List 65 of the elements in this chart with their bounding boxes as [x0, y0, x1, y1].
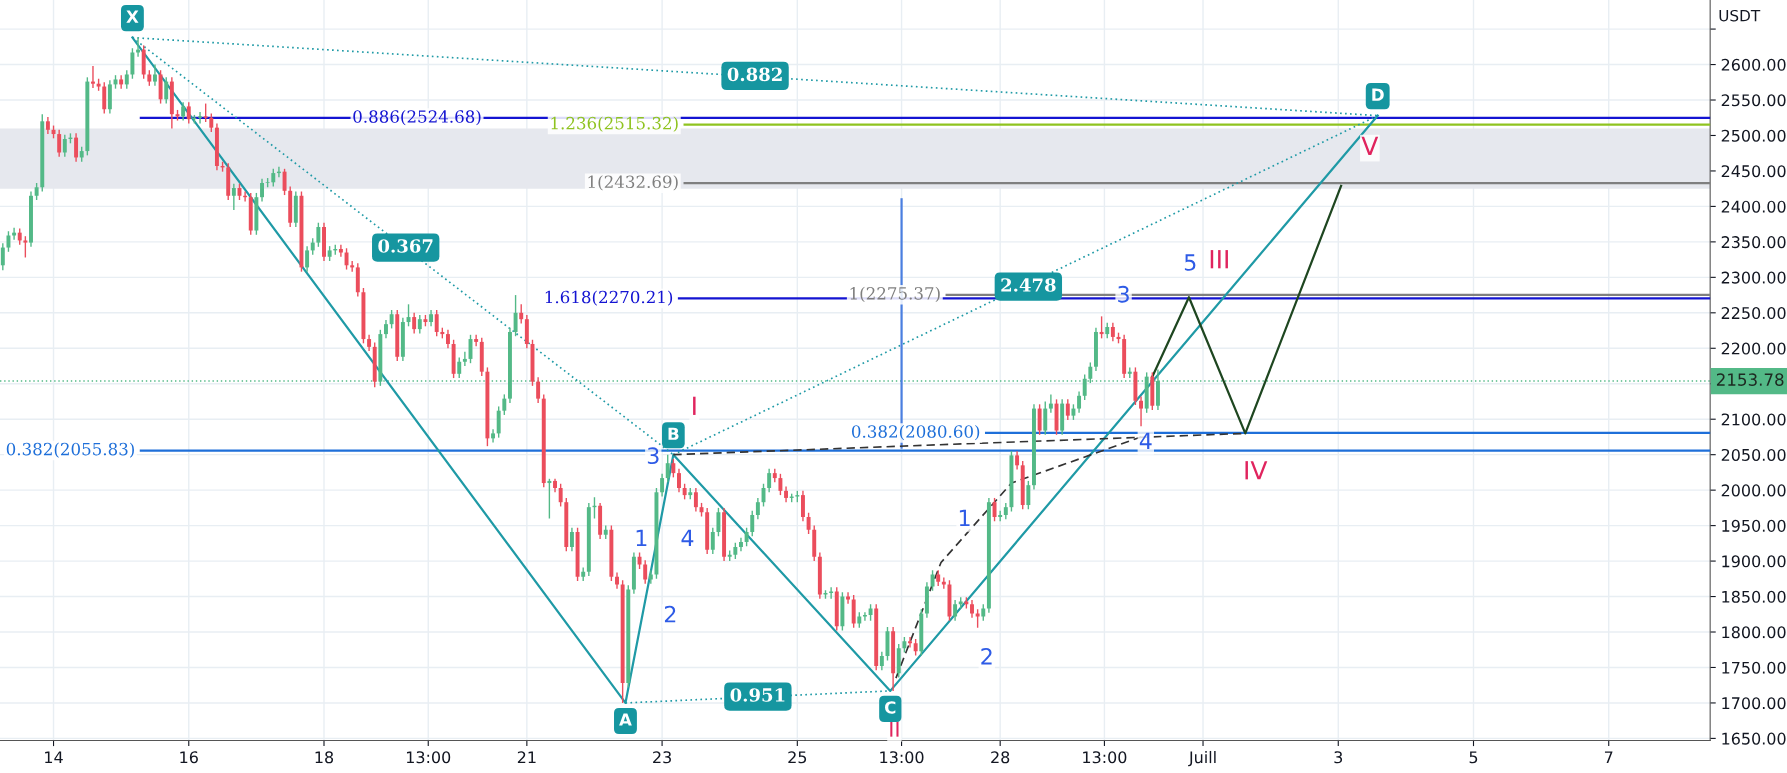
y-tick-label: 1650.00 — [1722, 732, 1786, 745]
x-tick-label: 5 — [1469, 751, 1478, 764]
annotation: 2 — [981, 647, 992, 665]
annotation: B — [668, 427, 679, 440]
x-tick-label: Juill — [1188, 750, 1216, 767]
ref-line-label: 2153.78 — [1716, 373, 1784, 386]
annotation: II — [890, 721, 899, 737]
annotation: 0.367 — [378, 239, 433, 253]
annotation: 4 — [1139, 432, 1152, 449]
y-tick-label: 1900.00 — [1722, 555, 1786, 568]
annotation: 0.382(2055.83) — [6, 442, 134, 458]
x-tick-label: 13:00 — [406, 751, 451, 764]
annotation: 0.882 — [727, 67, 782, 82]
y-tick-label: 2000.00 — [1721, 484, 1786, 497]
y-tick-label: 2050.00 — [1721, 448, 1786, 461]
text: USDT — [1719, 9, 1761, 22]
annotation: A — [619, 713, 632, 726]
y-tick-label: 2200.00 — [1721, 342, 1786, 355]
annotation: V — [1361, 136, 1379, 156]
annotation: 4 — [681, 529, 694, 546]
annotation: 2 — [664, 605, 676, 623]
annotation: 2.478 — [1001, 278, 1056, 292]
annotation: 1 — [959, 509, 970, 526]
annotation: 3 — [1118, 285, 1129, 303]
x-tick-label: 14 — [45, 751, 63, 764]
x-tick-label: 23 — [653, 751, 671, 764]
y-tick-label: 2300.00 — [1721, 271, 1786, 284]
annotation: C — [885, 701, 896, 714]
annotation: 5 — [1184, 254, 1196, 271]
y-tick-label: 2500.00 — [1721, 129, 1786, 142]
x-tick-label: 3 — [1334, 751, 1343, 764]
annotation: 1.618(2270.21) — [545, 290, 673, 306]
y-tick-label: 2550.00 — [1721, 94, 1786, 107]
annotation: D — [1372, 88, 1384, 101]
annotation: 0.951 — [730, 688, 785, 702]
x-tick-label: 25 — [788, 751, 807, 764]
y-tick-label: 1950.00 — [1722, 519, 1786, 532]
x-tick-label: 16 — [180, 751, 198, 764]
annotation: 1(2275.37) — [850, 286, 940, 303]
x-tick-label: 13:00 — [880, 751, 924, 764]
y-tick-label: 1850.00 — [1722, 590, 1786, 603]
x-tick-label: 7 — [1604, 751, 1613, 764]
y-tick-label: 2250.00 — [1721, 307, 1786, 320]
y-tick-label: 1700.00 — [1722, 697, 1786, 710]
y-tick-label: 1800.00 — [1722, 626, 1786, 639]
annotation: 0.886(2524.68) — [353, 109, 481, 126]
annotation: X — [126, 10, 139, 23]
y-tick-label: 2350.00 — [1721, 236, 1786, 249]
annotation: I — [693, 396, 696, 415]
annotation: 3 — [647, 447, 659, 465]
annotation: 1(2432.69) — [588, 175, 678, 191]
x-tick-label: 13:00 — [1083, 751, 1127, 764]
annotation: IV — [1245, 461, 1268, 480]
y-tick-label: 2100.00 — [1721, 413, 1786, 426]
annotation: 1 — [636, 529, 647, 546]
y-tick-label: 1750.00 — [1722, 661, 1786, 674]
annotation: 1.236(2515.32) — [551, 116, 678, 132]
annotation: III — [1210, 250, 1228, 269]
y-tick-label: 2600.00 — [1721, 58, 1786, 71]
y-tick-label: 2450.00 — [1721, 165, 1786, 178]
y-tick-label: 2400.00 — [1721, 200, 1786, 213]
x-tick-label: 28 — [991, 751, 1010, 764]
x-tick-label: 21 — [517, 751, 536, 764]
annotation: 0.382(2080.60) — [851, 424, 980, 441]
x-tick-label: 18 — [315, 751, 334, 764]
